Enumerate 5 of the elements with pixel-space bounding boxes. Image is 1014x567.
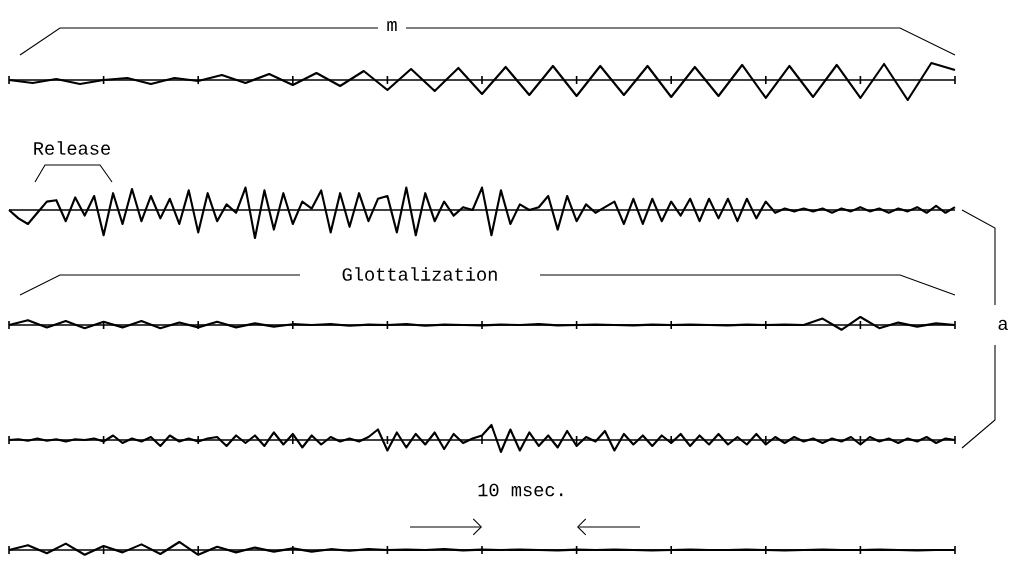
text: Release — [34, 141, 110, 155]
text: m — [387, 20, 397, 32]
text: a — [998, 319, 1008, 331]
text: 10 msec. — [478, 483, 563, 497]
text: Glottalization — [342, 267, 497, 281]
